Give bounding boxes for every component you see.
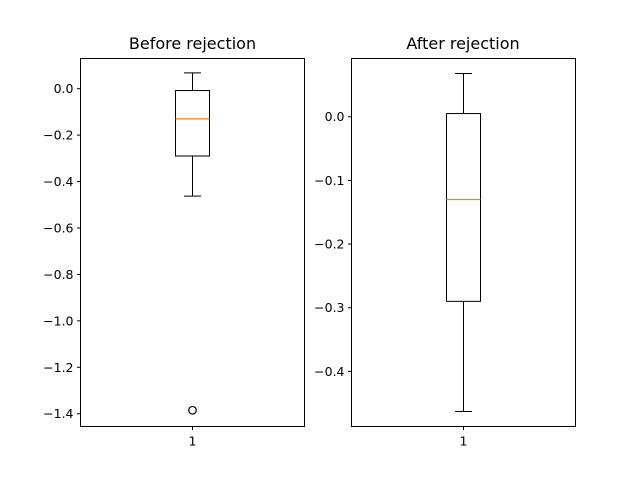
before-rejection-title: Before rejection [129,34,256,53]
before-rejection-y-tick-label: −0.8 [43,267,73,282]
before-rejection-y-tick-label: −0.4 [43,174,73,189]
after-rejection-y-tick-label: −0.1 [314,173,344,188]
before-rejection-y-tick-label: −1.4 [43,406,73,421]
before-rejection-y-tick-label: −1.2 [43,360,73,375]
before-rejection-y-tick-label: −1.0 [43,313,73,328]
after-rejection-y-tick-label: −0.2 [314,237,344,252]
before-rejection-box [175,90,210,157]
after-rejection-marks [446,72,481,412]
before-rejection-plot-frame [80,58,305,427]
before-rejection-y-axis: 0.0 −0.2 −0.4 −0.6 −0.8 −1.0 −1.2 −1.4 [43,81,81,421]
before-rejection-y-tick-label: −0.6 [43,220,73,235]
after-rejection-y-axis: 0.0 −0.1 −0.2 −0.3 −0.4 [314,109,352,379]
after-rejection-y-tick-label: −0.3 [314,300,344,315]
before-rejection-x-tick-label: 1 [189,434,197,449]
after-rejection-x-axis: 1 [460,426,468,449]
after-rejection-title: After rejection [406,34,519,53]
after-rejection-y-tick-label: 0.0 [325,109,345,124]
after-rejection-y-tick-label: −0.4 [314,364,344,379]
before-rejection-y-tick-label: 0.0 [54,81,74,96]
before-rejection-x-axis: 1 [189,426,197,449]
after-rejection-box [446,113,481,302]
after-rejection-x-tick-label: 1 [460,434,468,449]
before-rejection-outlier-point [188,405,197,415]
after-rejection-panel: After rejection 0.0 −0.1 −0.2 −0.3 −0.4 1 [314,34,576,449]
before-rejection-panel: Before rejection 0.0 −0.2 −0.4 −0.6 −0.8 −1.0… [43,34,305,449]
before-rejection-marks [175,72,210,415]
before-rejection-y-tick-label: −0.2 [43,128,73,143]
